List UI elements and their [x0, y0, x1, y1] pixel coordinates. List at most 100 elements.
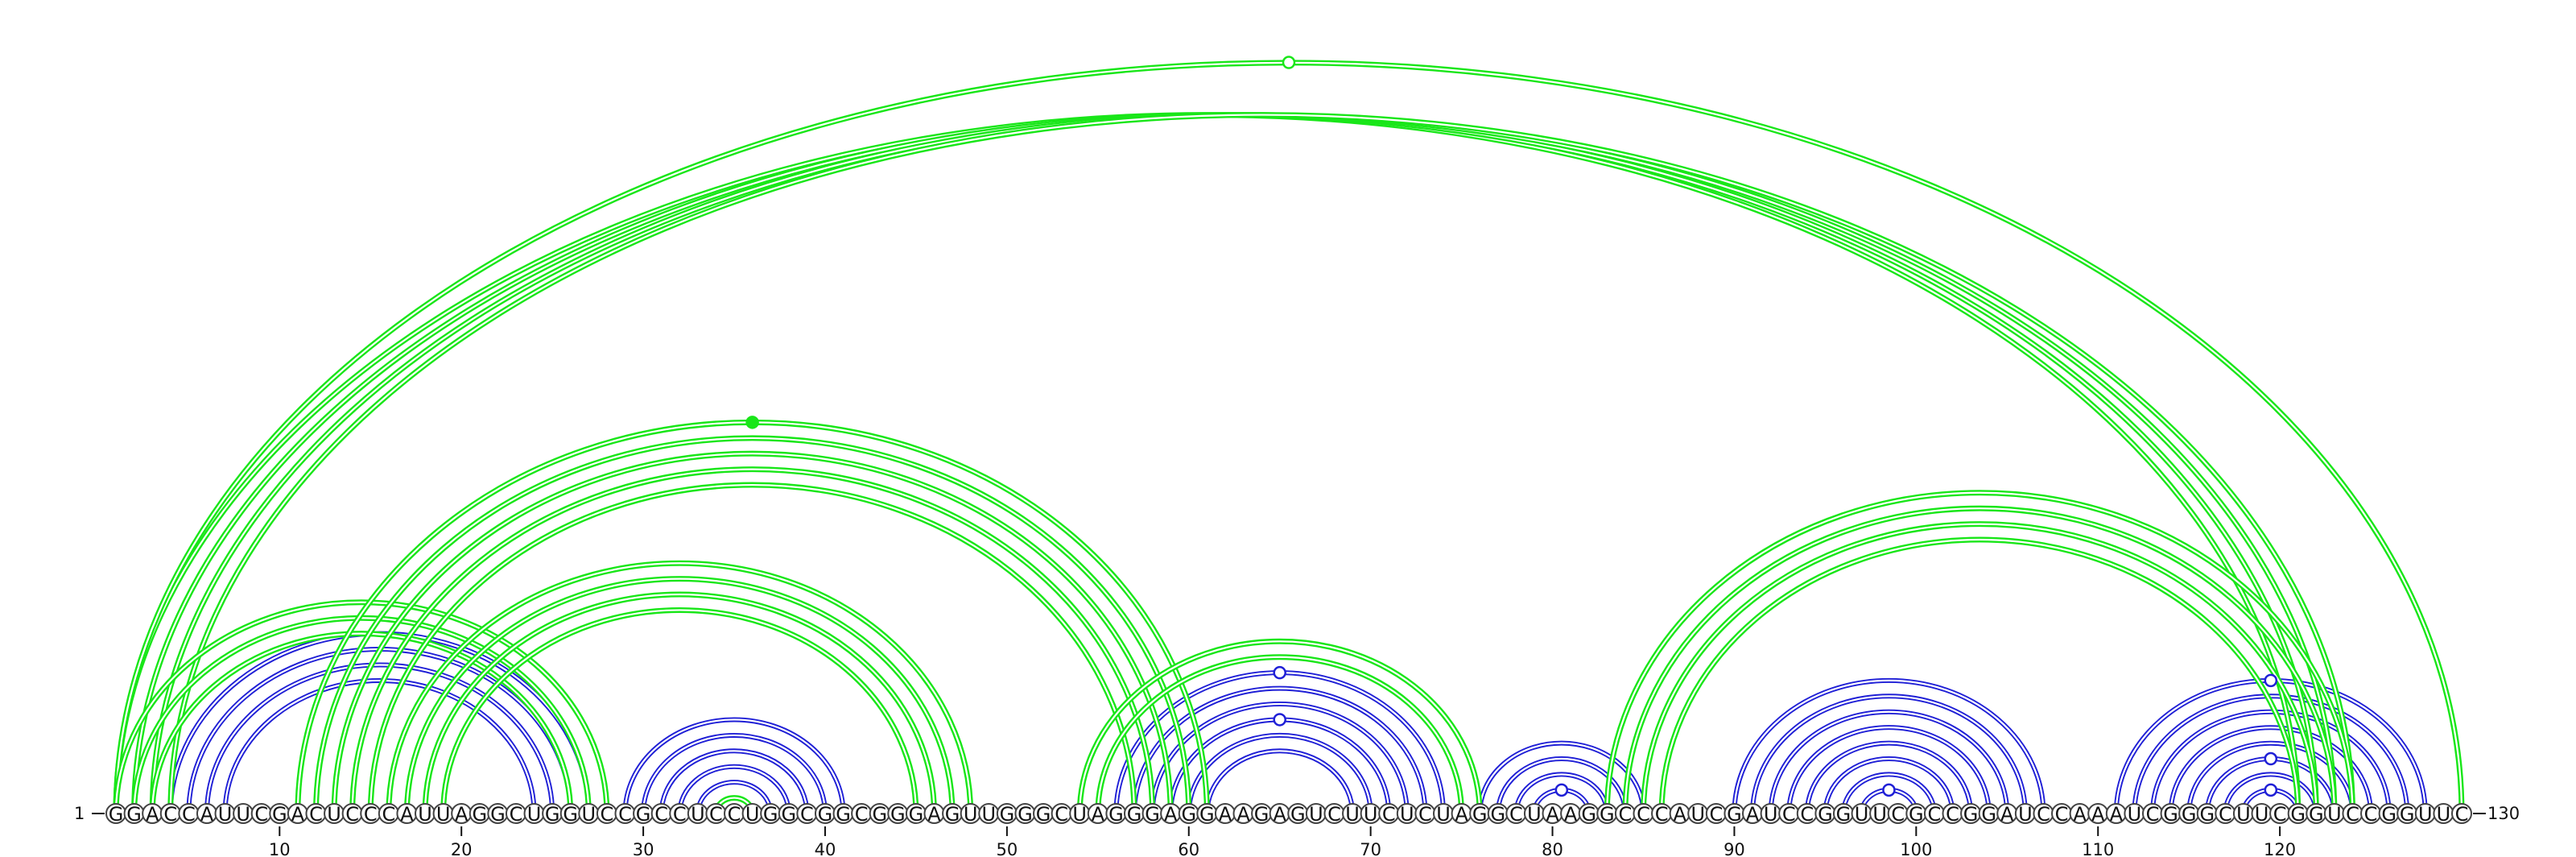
base-letter: U — [2018, 803, 2033, 826]
base-letter: G — [1254, 803, 1269, 826]
base-19: U — [432, 803, 454, 826]
base-letter: G — [1000, 803, 1015, 826]
base-letter: C — [1800, 803, 1814, 826]
base-92: U — [1760, 803, 1781, 826]
base-letter: G — [1909, 803, 1924, 826]
arc-gap-12-60 — [315, 437, 1190, 814]
arc-green-18-46 — [422, 592, 938, 814]
arc-gap-91-106 — [1751, 695, 2026, 814]
arc-green-13-59 — [331, 450, 1174, 814]
base-33: U — [687, 803, 708, 826]
sequence-end-label: 130 — [2487, 804, 2520, 823]
base-72: U — [1396, 803, 1418, 826]
base-letter: G — [2182, 803, 2197, 826]
base-8: U — [233, 803, 254, 826]
loop-marker-10 — [1282, 56, 1296, 69]
arc-gap-18-46 — [423, 594, 935, 814]
arc-gap-113-126 — [2151, 710, 2390, 814]
arc-gap-93-104 — [1788, 727, 1990, 814]
base-letter: G — [126, 803, 142, 826]
base-95: G — [1814, 803, 1836, 826]
base-99: C — [1887, 803, 1909, 826]
arc-gap-94-103 — [1806, 742, 1972, 814]
arc-gap-32-38 — [679, 765, 790, 814]
base-88: U — [1687, 803, 1709, 826]
base-letter: C — [254, 803, 268, 826]
base-letter: G — [890, 803, 906, 826]
base-letter: C — [1782, 803, 1796, 826]
loop-marker-9 — [2264, 783, 2278, 797]
base-letter: G — [545, 803, 560, 826]
base-letter: C — [1619, 803, 1633, 826]
arc-gap-117-122 — [2224, 773, 2318, 814]
base-letter: A — [1092, 803, 1105, 826]
tick-label-20: 20 — [451, 840, 473, 857]
base-letter: U — [527, 803, 542, 826]
arc-gap-86-121 — [1660, 539, 2299, 814]
base-11: A — [287, 803, 308, 826]
arc-gap-2-122 — [133, 114, 2318, 814]
base-36: U — [741, 803, 763, 826]
base-87: A — [1669, 803, 1690, 826]
arc-gap-60-70 — [1187, 735, 1372, 814]
base-letter: G — [1290, 803, 1306, 826]
base-16: C — [378, 803, 399, 826]
base-13: U — [324, 803, 345, 826]
base-letter: G — [781, 803, 796, 826]
arc-gap-77-84 — [1496, 758, 1626, 814]
base-26: G — [559, 803, 581, 826]
arc-gap-61-69 — [1206, 750, 1354, 814]
arc-gap-90-107 — [1733, 679, 2045, 814]
arc-gap-14-58 — [351, 469, 1154, 814]
base-10: G — [269, 803, 291, 826]
arc-gap-1-28 — [114, 601, 609, 814]
base-118: U — [2232, 803, 2254, 826]
base-38: G — [778, 803, 799, 826]
base-85: C — [1633, 803, 1654, 826]
base-letter: C — [1637, 803, 1650, 826]
base-letter: A — [400, 803, 414, 826]
base-letter: C — [2455, 803, 2469, 826]
arc-blue-30-40 — [641, 732, 828, 814]
base-letter: C — [1655, 803, 1669, 826]
arc-gap-84-123 — [1624, 507, 2335, 814]
base-115: G — [2178, 803, 2200, 826]
base-109: A — [2069, 803, 2091, 826]
arc-gap-96-101 — [1842, 773, 1936, 814]
base-letter: U — [418, 803, 432, 826]
base-letter: C — [2055, 803, 2069, 826]
base-letter: A — [146, 803, 159, 826]
base-letter: C — [163, 803, 177, 826]
base-letter: G — [1472, 803, 1488, 826]
base-112: U — [2124, 803, 2145, 826]
loop-marker-5 — [1554, 783, 1569, 797]
base-129: U — [2433, 803, 2454, 826]
base-letter: C — [728, 803, 741, 826]
base-letter: G — [836, 803, 851, 826]
base-14: C — [341, 803, 363, 826]
arc-green-2-122 — [131, 112, 2319, 814]
base-letter: C — [709, 803, 723, 826]
base-letter: U — [1400, 803, 1414, 826]
base-68: C — [1323, 803, 1345, 826]
base-80: A — [1542, 803, 1563, 826]
tick-label-60: 60 — [1178, 840, 1199, 857]
loop-marker-2 — [745, 416, 759, 429]
base-40: G — [814, 803, 836, 826]
tick-label-30: 30 — [633, 840, 654, 857]
base-letter: C — [364, 803, 378, 826]
loop-marker-4 — [1273, 713, 1286, 727]
base-letter: A — [2073, 803, 2087, 826]
base-letter: C — [2146, 803, 2160, 826]
arc-blue-60-70 — [1186, 733, 1373, 814]
base-letter: U — [2327, 803, 2342, 826]
arc-gap-54-76 — [1079, 640, 1481, 814]
base-letter: U — [1872, 803, 1887, 826]
arc-green-84-123 — [1622, 505, 2338, 814]
base-letter: G — [563, 803, 578, 826]
base-24: U — [523, 803, 545, 826]
base-122: G — [2306, 803, 2327, 826]
base-82: G — [1578, 803, 1600, 826]
base-letter: G — [872, 803, 887, 826]
